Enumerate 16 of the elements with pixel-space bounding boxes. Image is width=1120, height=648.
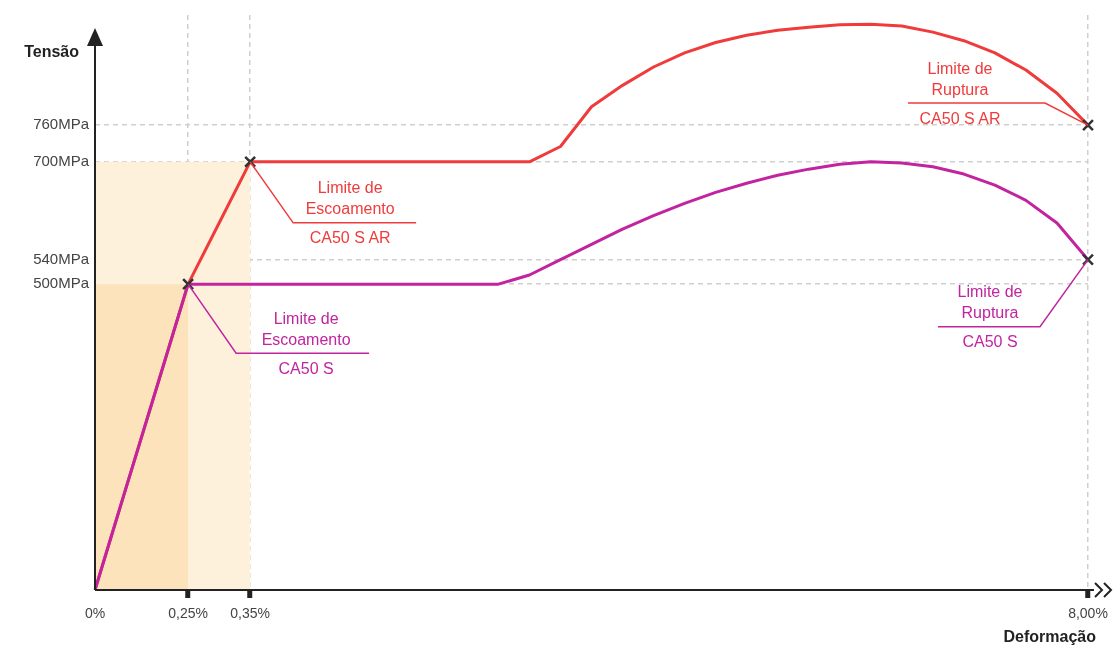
point [1081, 118, 1095, 132]
annotation: Limite de Ruptura CA50 S AR [919, 59, 1001, 127]
x-tick-label: 0% [84, 605, 106, 622]
point [1081, 253, 1095, 266]
annotation: Limite de Escoamento CA50 S [261, 309, 351, 377]
y-axis-title: Tensão [24, 43, 80, 61]
y-tick-label: 500MPa [33, 274, 90, 292]
x-axis-title: Deformação [1003, 628, 1097, 646]
x-tick-label: 0,25% [168, 605, 208, 622]
y-tick-label: 700MPa [33, 151, 90, 169]
y-tick-label: 540MPa [33, 249, 90, 267]
annotation: Limite de Escoamento CA50 S AR [305, 179, 395, 247]
x-tick-label: 0,35% [230, 605, 271, 622]
annotation: Limite de Ruptura CA50 S [957, 283, 1023, 351]
x-tick-label: 8,00% [1068, 605, 1108, 622]
y-tick-label: 760MPa [33, 115, 90, 133]
